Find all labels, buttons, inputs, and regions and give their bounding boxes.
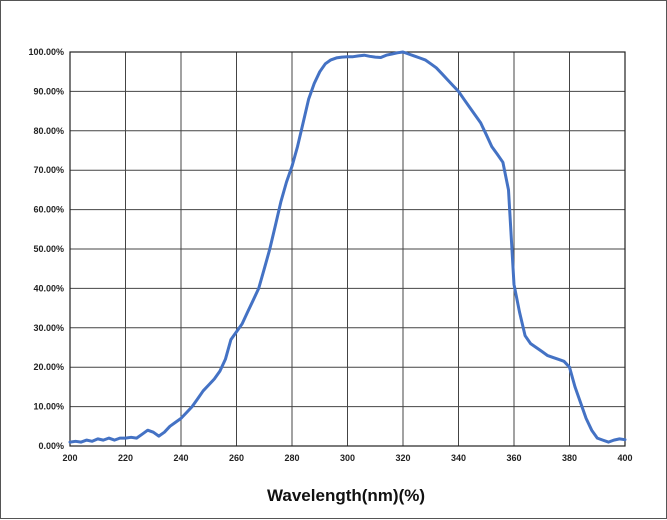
y-tick-label: 20.00% [33,362,64,372]
y-tick-label: 30.00% [33,323,64,333]
series-line [68,50,627,444]
y-axis-ticks: 0.00% 10.00% 20.00% 30.00% 40.00% 50.00% 60.00… [28,47,64,451]
x-tick-label: 200 [62,453,77,463]
y-tick-label: 0.00% [38,441,64,451]
x-tick-label: 320 [395,453,410,463]
x-tick-label: 340 [451,453,466,463]
x-tick-label: 260 [229,453,244,463]
x-axis-ticks: 200 220 240 260 280 300 320 340 360 380 400 [62,453,632,463]
grid [69,51,626,447]
plot-border [69,51,626,447]
y-tick-label: 100.00% [28,47,64,57]
y-tick-label: 60.00% [33,205,64,215]
y-tick-label: 50.00% [33,244,64,254]
y-tick-label: 10.00% [33,402,64,412]
x-axis-label: Wavelength(nm)(%) [267,486,425,505]
series-layer [68,50,627,444]
x-tick-label: 300 [340,453,355,463]
x-tick-label: 220 [118,453,133,463]
x-tick-label: 360 [506,453,521,463]
y-tick-label: 40.00% [33,283,64,293]
y-tick-label: 70.00% [33,165,64,175]
y-tick-label: 80.00% [33,126,64,136]
x-tick-label: 380 [562,453,577,463]
x-tick-label: 240 [173,453,188,463]
y-tick-label: 90.00% [33,86,64,96]
x-tick-label: 400 [617,453,632,463]
x-tick-label: 280 [284,453,299,463]
